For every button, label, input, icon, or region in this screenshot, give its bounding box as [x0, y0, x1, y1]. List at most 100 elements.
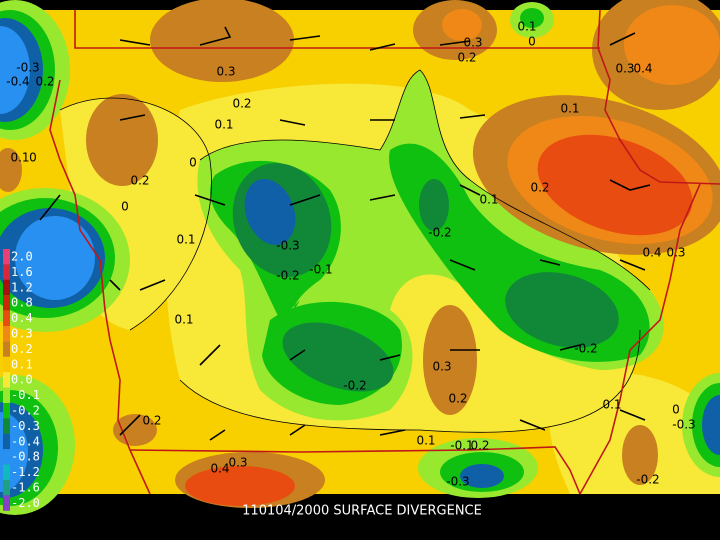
- contour-label: 0.3: [216, 65, 235, 79]
- contour-label: -0.2: [343, 379, 366, 393]
- region: [505, 272, 619, 348]
- contour-label: -0.1: [309, 263, 332, 277]
- region: [419, 179, 449, 231]
- contour-label: 0.1: [176, 233, 195, 247]
- region: [282, 322, 394, 392]
- region: [624, 5, 720, 85]
- contour-label: -0.4: [6, 75, 29, 89]
- contour-label: 0.3: [432, 360, 451, 374]
- contour-label: 0: [29, 151, 37, 165]
- contour-label: 0: [189, 156, 197, 170]
- legend-swatch: [3, 326, 10, 342]
- legend-swatch: [3, 418, 10, 434]
- contour-label: 0: [121, 200, 129, 214]
- boundary: [597, 9, 720, 185]
- contour-label: -0.2: [574, 342, 597, 356]
- legend-swatch: [3, 249, 10, 265]
- legend-label: -0.1: [11, 388, 40, 402]
- contour-label: -0.2: [636, 473, 659, 487]
- legend-swatch: [3, 495, 10, 511]
- contour-labels: 0.30.20.10.30.20.100.30.4-0.3-0.4 0.20.10…: [6, 20, 695, 489]
- contour-label: 0.3: [228, 456, 247, 470]
- contour-label: 0: [528, 35, 536, 49]
- boundary: [579, 183, 701, 495]
- contour-label: -0.3: [16, 61, 39, 75]
- legend-swatch: [3, 433, 10, 450]
- barb: [39, 26, 651, 441]
- color-legend: 2.01.61.20.80.40.30.20.10.0-0.1-0.2-0.3-…: [3, 249, 40, 511]
- isoline: [179, 329, 641, 433]
- legend-label: -1.2: [11, 465, 40, 479]
- isoline: [199, 69, 651, 291]
- legend-swatch: [3, 264, 10, 280]
- contour-label: -0.3: [446, 475, 469, 489]
- legend-label: -0.2: [11, 404, 40, 418]
- region: [622, 425, 658, 485]
- contour-label: 0.4: [633, 62, 652, 76]
- legend-label: 0.8: [11, 296, 33, 310]
- field: [0, 0, 720, 515]
- region: [15, 216, 95, 300]
- contour-label: 0.1: [479, 193, 498, 207]
- region: [520, 8, 544, 28]
- legend-label: -0.4: [11, 434, 40, 448]
- legend-swatch: [3, 403, 10, 419]
- region: [442, 9, 482, 41]
- region: [185, 466, 295, 506]
- contour-label: 0.1: [517, 20, 536, 34]
- legend-swatch: [3, 387, 10, 403]
- contour-label: 0.2: [448, 392, 467, 406]
- legend-swatch: [3, 372, 10, 388]
- map-title: 110104/2000 SURFACE DIVERGENCE: [242, 504, 482, 519]
- contour-label: 0.2: [232, 97, 251, 111]
- contour-label: 0.2: [457, 51, 476, 65]
- legend-label: 1.6: [11, 265, 33, 279]
- contour-label: -0.2: [428, 226, 451, 240]
- wind-barbs: [39, 26, 651, 441]
- region: [460, 464, 504, 488]
- legend-label: -0.3: [11, 419, 40, 433]
- contour-label: 0: [672, 403, 680, 417]
- region: [244, 179, 296, 245]
- boundary: [49, 79, 151, 495]
- legend-label: 0.3: [11, 327, 33, 341]
- isolines: [59, 69, 651, 433]
- region: [86, 94, 158, 186]
- legend-label: 0.0: [11, 373, 33, 387]
- legend-swatch: [3, 295, 10, 311]
- region: [113, 414, 157, 446]
- contour-label: -0.3: [276, 239, 299, 253]
- contour-label: 0.1: [416, 434, 435, 448]
- contour-label: 0.4: [210, 462, 229, 476]
- legend-label: 0.4: [11, 311, 33, 325]
- contour-label: 0.1: [214, 118, 233, 132]
- legend-swatch: [3, 464, 10, 480]
- region: [0, 148, 22, 192]
- legend-label: 0.2: [11, 342, 33, 356]
- legend-swatch: [3, 480, 10, 496]
- legend-label: 1.2: [11, 280, 33, 294]
- region: [423, 305, 477, 415]
- contour-label: 0.3: [666, 246, 685, 260]
- contour-label: 0.1: [560, 102, 579, 116]
- contour-label: 0.2: [530, 181, 549, 195]
- contour-label: -0.1: [450, 439, 473, 453]
- contour-label: 0.1: [10, 151, 29, 165]
- contour-label: 0.3: [463, 36, 482, 50]
- boundaries: [49, 9, 720, 495]
- region: [150, 0, 294, 82]
- legend-swatch: [3, 279, 10, 296]
- contour-label: 0.3: [615, 62, 634, 76]
- region: [702, 395, 720, 455]
- legend-swatch: [3, 449, 10, 465]
- contour-label: 0.4: [642, 246, 661, 260]
- legend-swatch: [3, 310, 10, 326]
- contour-label: 0.2: [142, 414, 161, 428]
- contour-label: -0.2: [276, 269, 299, 283]
- legend-swatch: [3, 356, 10, 373]
- contour-label: 0.2: [470, 439, 489, 453]
- boundary: [74, 10, 600, 49]
- contour-label: 0.1: [602, 398, 621, 412]
- contour-label: -0.3: [672, 418, 695, 432]
